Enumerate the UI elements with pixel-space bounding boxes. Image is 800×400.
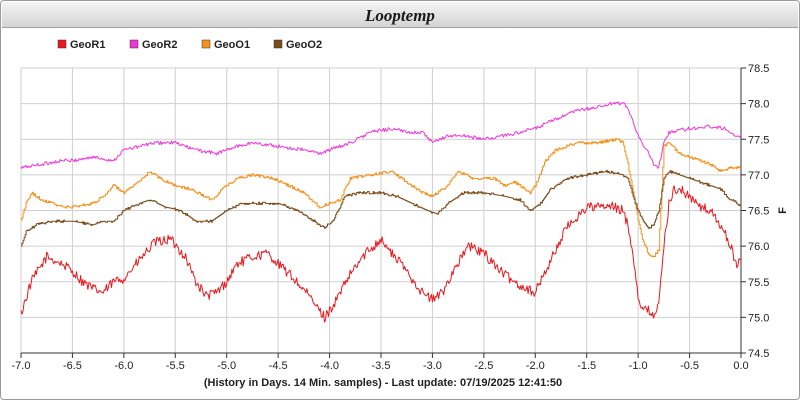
x-tick-label: -4.5: [269, 360, 288, 372]
y-tick-label: 76.0: [748, 241, 769, 253]
x-tick-label: -2.5: [474, 360, 493, 372]
legend-swatch: [201, 39, 211, 49]
x-axis-label: (History in Days. 14 Min. samples) - Las…: [204, 377, 562, 389]
series-line-GeoR1: [20, 185, 742, 323]
title-bar: Looptemp: [2, 2, 798, 28]
y-tick-label: 78.5: [748, 63, 769, 75]
x-tick-label: -0.5: [680, 360, 699, 372]
y-tick-label: 74.5: [748, 348, 769, 360]
y-tick-label: 78.0: [748, 99, 769, 111]
series-line-GeoR2: [20, 101, 742, 169]
y-tick-label: 75.5: [748, 277, 769, 289]
legend-label: GeoR1: [70, 39, 105, 51]
x-tick-label: -5.5: [166, 360, 185, 372]
x-tick-label: 0.0: [733, 360, 748, 372]
x-tick-label: -6.0: [114, 360, 133, 372]
series-line-GeoO2: [21, 169, 742, 247]
legend-label: GeoO1: [214, 39, 250, 51]
x-tick-label: -1.0: [629, 360, 648, 372]
x-tick-label: -3.5: [372, 360, 391, 372]
series-line-GeoO1: [21, 138, 741, 258]
x-tick-label: -6.5: [63, 360, 82, 372]
y-tick-label: 77.5: [748, 134, 769, 146]
x-tick-label: -2.0: [526, 360, 545, 372]
x-tick-label: -7.0: [12, 360, 31, 372]
legend-label: GeoR2: [142, 39, 177, 51]
y-tick-label: 77.0: [748, 170, 769, 182]
chart-title: Looptemp: [365, 6, 435, 25]
x-tick-label: -5.0: [217, 360, 236, 372]
legend-label: GeoO2: [286, 39, 322, 51]
x-tick-label: -3.0: [423, 360, 442, 372]
y-tick-label: 76.5: [748, 206, 769, 218]
x-tick-label: -4.0: [320, 360, 339, 372]
legend-swatch: [57, 39, 67, 49]
legend-swatch: [273, 39, 283, 49]
y-axis-label: F: [777, 207, 789, 214]
y-tick-label: 75.0: [748, 312, 769, 324]
legend-swatch: [129, 39, 139, 49]
x-tick-label: -1.5: [577, 360, 596, 372]
